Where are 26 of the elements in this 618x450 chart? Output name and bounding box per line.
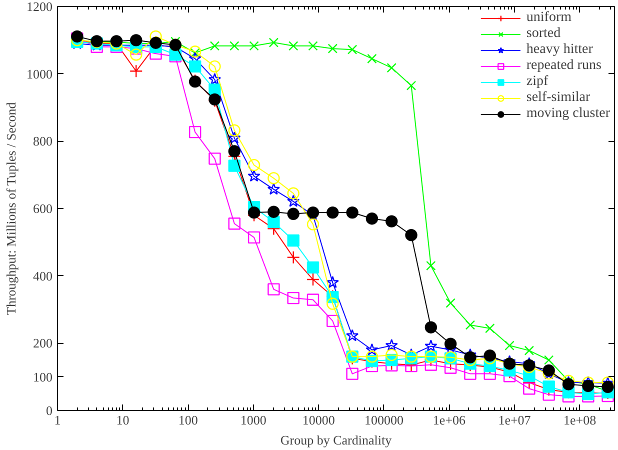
legend-label: uniform xyxy=(526,10,572,26)
legend-label: sorted xyxy=(526,26,561,42)
x-axis-title: Group by Cardinality xyxy=(280,432,392,448)
legend-label: moving cluster xyxy=(526,106,610,122)
x-tick-label: 1000 xyxy=(240,412,266,428)
x-tick-label: 100 xyxy=(178,412,198,428)
y-tick-label: 200 xyxy=(33,336,52,351)
x-tick-label: 10000 xyxy=(302,412,335,428)
y-tick-label: 100 xyxy=(33,369,52,384)
x-tick-label: 100000 xyxy=(364,412,404,428)
x-tick-label: 10 xyxy=(116,412,130,428)
y-tick-label: 1000 xyxy=(26,66,52,82)
y-tick-label: 0 xyxy=(46,403,52,418)
legend-label: zipf xyxy=(526,74,548,90)
x-tick-label: 1 xyxy=(54,412,61,428)
y-tick-label: 1200 xyxy=(26,0,52,14)
legend-label: self-similar xyxy=(526,90,590,106)
y-axis-title: Throughput: Millions of Tuples / Second xyxy=(4,102,18,315)
x-tick-label: 1e+08 xyxy=(564,412,596,428)
legend-label: repeated runs xyxy=(526,58,602,74)
y-tick-label: 800 xyxy=(33,134,52,149)
legend-label: heavy hitter xyxy=(526,42,593,58)
x-tick-label: 1e+06 xyxy=(432,412,466,428)
y-tick-label: 400 xyxy=(33,268,52,284)
x-tick-label: 1e+07 xyxy=(498,412,532,428)
y-tick-label: 600 xyxy=(33,201,52,216)
